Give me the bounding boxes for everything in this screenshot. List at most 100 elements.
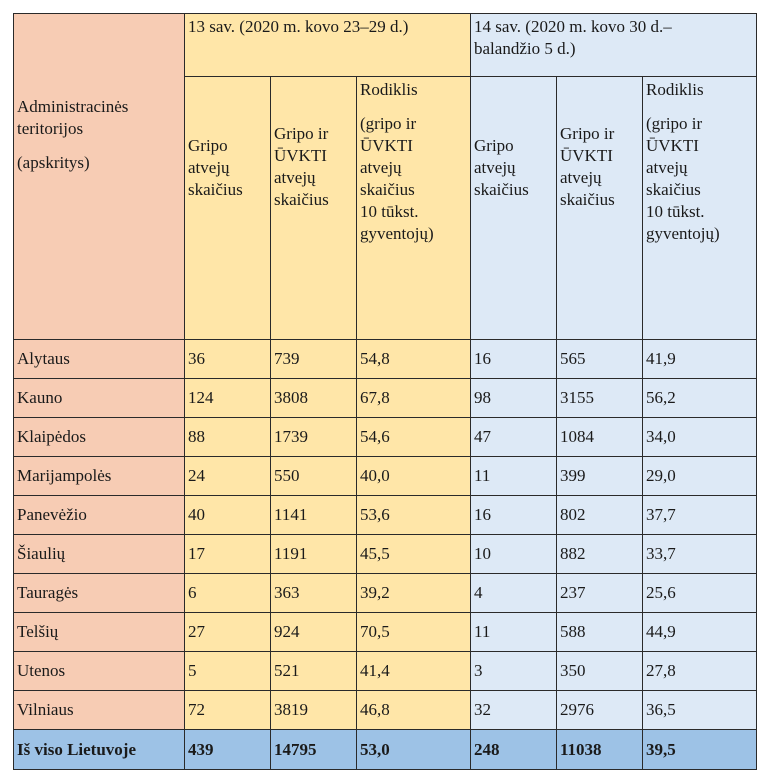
value-cell: 10: [470, 534, 557, 574]
region-cell: Telšių: [13, 612, 185, 652]
value-cell: 54,6: [356, 417, 471, 457]
value-cell: 56,2: [642, 378, 757, 418]
value-cell: 45,5: [356, 534, 471, 574]
value-cell: 363: [270, 573, 357, 613]
region-header-line: (apskritys): [17, 153, 90, 172]
value-cell: 565: [556, 339, 643, 379]
region-cell: Tauragės: [13, 573, 185, 613]
value-cell: 46,8: [356, 690, 471, 730]
table-row: Tauragės 6 363 39,2 4 237 25,6: [13, 573, 757, 613]
value-cell: 11: [470, 456, 557, 496]
value-cell: 1141: [270, 495, 357, 535]
value-cell: 3155: [556, 378, 643, 418]
value-cell: 4: [470, 573, 557, 613]
value-cell: 237: [556, 573, 643, 613]
total-cell: 11038: [556, 729, 643, 770]
value-cell: 32: [470, 690, 557, 730]
table-row: Marijampolės 24 550 40,0 11 399 29,0: [13, 456, 757, 496]
value-cell: 350: [556, 651, 643, 691]
total-label-cell: Iš viso Lietuvoje: [13, 729, 185, 770]
value-cell: 40: [184, 495, 271, 535]
value-cell: 40,0: [356, 456, 471, 496]
value-cell: 399: [556, 456, 643, 496]
region-cell: Utenos: [13, 651, 185, 691]
value-cell: 521: [270, 651, 357, 691]
week14-header: 14 sav. (2020 m. kovo 30 d.– balandžio 5…: [470, 13, 757, 77]
value-cell: 1739: [270, 417, 357, 457]
value-cell: 44,9: [642, 612, 757, 652]
value-cell: 24: [184, 456, 271, 496]
region-cell: Panevėžio: [13, 495, 185, 535]
total-cell: 39,5: [642, 729, 757, 770]
value-cell: 36: [184, 339, 271, 379]
value-cell: 88: [184, 417, 271, 457]
region-header-line: teritorijos: [17, 119, 84, 138]
value-cell: 72: [184, 690, 271, 730]
value-cell: 41,9: [642, 339, 757, 379]
table-row: Šiaulių 17 1191 45,5 10 882 33,7: [13, 534, 757, 574]
value-cell: 3819: [270, 690, 357, 730]
value-cell: 588: [556, 612, 643, 652]
table-row: Utenos 5 521 41,4 3 350 27,8: [13, 651, 757, 691]
region-cell: Vilniaus: [13, 690, 185, 730]
value-cell: 98: [470, 378, 557, 418]
value-cell: 11: [470, 612, 557, 652]
w13-rate-header: Rodiklis (gripo ir ŪVKTI atvejų skaičius…: [356, 76, 471, 340]
total-cell: 53,0: [356, 729, 471, 770]
value-cell: 3: [470, 651, 557, 691]
value-cell: 924: [270, 612, 357, 652]
value-cell: 27: [184, 612, 271, 652]
influenza-table: Administracinės teritorijos (apskritys) …: [13, 13, 757, 770]
value-cell: 1084: [556, 417, 643, 457]
table-row: Kauno 124 3808 67,8 98 3155 56,2: [13, 378, 757, 418]
value-cell: 17: [184, 534, 271, 574]
table-row: Vilniaus 72 3819 46,8 32 2976 36,5: [13, 690, 757, 730]
value-cell: 47: [470, 417, 557, 457]
region-header: Administracinės teritorijos (apskritys): [13, 13, 185, 340]
value-cell: 1191: [270, 534, 357, 574]
value-cell: 5: [184, 651, 271, 691]
value-cell: 37,7: [642, 495, 757, 535]
value-cell: 70,5: [356, 612, 471, 652]
w14-rate-header: Rodiklis (gripo ir ŪVKTI atvejų skaičius…: [642, 76, 757, 340]
w13-flu-ari-header: Gripo ir ŪVKTI atvejų skaičius: [270, 76, 357, 340]
value-cell: 2976: [556, 690, 643, 730]
w14-flu-header: Gripo atvejų skaičius: [470, 76, 557, 340]
value-cell: 16: [470, 495, 557, 535]
value-cell: 802: [556, 495, 643, 535]
value-cell: 53,6: [356, 495, 471, 535]
value-cell: 34,0: [642, 417, 757, 457]
value-cell: 25,6: [642, 573, 757, 613]
table-row: Klaipėdos 88 1739 54,6 47 1084 34,0: [13, 417, 757, 457]
table-row: Panevėžio 40 1141 53,6 16 802 37,7: [13, 495, 757, 535]
value-cell: 739: [270, 339, 357, 379]
w14-flu-ari-header: Gripo ir ŪVKTI atvejų skaičius: [556, 76, 643, 340]
region-cell: Klaipėdos: [13, 417, 185, 457]
region-cell: Šiaulių: [13, 534, 185, 574]
region-cell: Kauno: [13, 378, 185, 418]
value-cell: 124: [184, 378, 271, 418]
region-header-line: Administracinės: [17, 97, 129, 116]
w13-flu-header: Gripo atvejų skaičius: [184, 76, 271, 340]
region-cell: Marijampolės: [13, 456, 185, 496]
value-cell: 54,8: [356, 339, 471, 379]
total-cell: 439: [184, 729, 271, 770]
table-row: Telšių 27 924 70,5 11 588 44,9: [13, 612, 757, 652]
value-cell: 67,8: [356, 378, 471, 418]
value-cell: 29,0: [642, 456, 757, 496]
total-row: Iš viso Lietuvoje 439 14795 53,0 248 110…: [13, 729, 757, 770]
value-cell: 6: [184, 573, 271, 613]
table-row: Alytaus 36 739 54,8 16 565 41,9: [13, 339, 757, 379]
value-cell: 3808: [270, 378, 357, 418]
value-cell: 33,7: [642, 534, 757, 574]
value-cell: 36,5: [642, 690, 757, 730]
value-cell: 27,8: [642, 651, 757, 691]
value-cell: 882: [556, 534, 643, 574]
week13-header: 13 sav. (2020 m. kovo 23–29 d.): [184, 13, 471, 77]
value-cell: 41,4: [356, 651, 471, 691]
value-cell: 39,2: [356, 573, 471, 613]
total-cell: 248: [470, 729, 557, 770]
value-cell: 550: [270, 456, 357, 496]
region-cell: Alytaus: [13, 339, 185, 379]
total-cell: 14795: [270, 729, 357, 770]
